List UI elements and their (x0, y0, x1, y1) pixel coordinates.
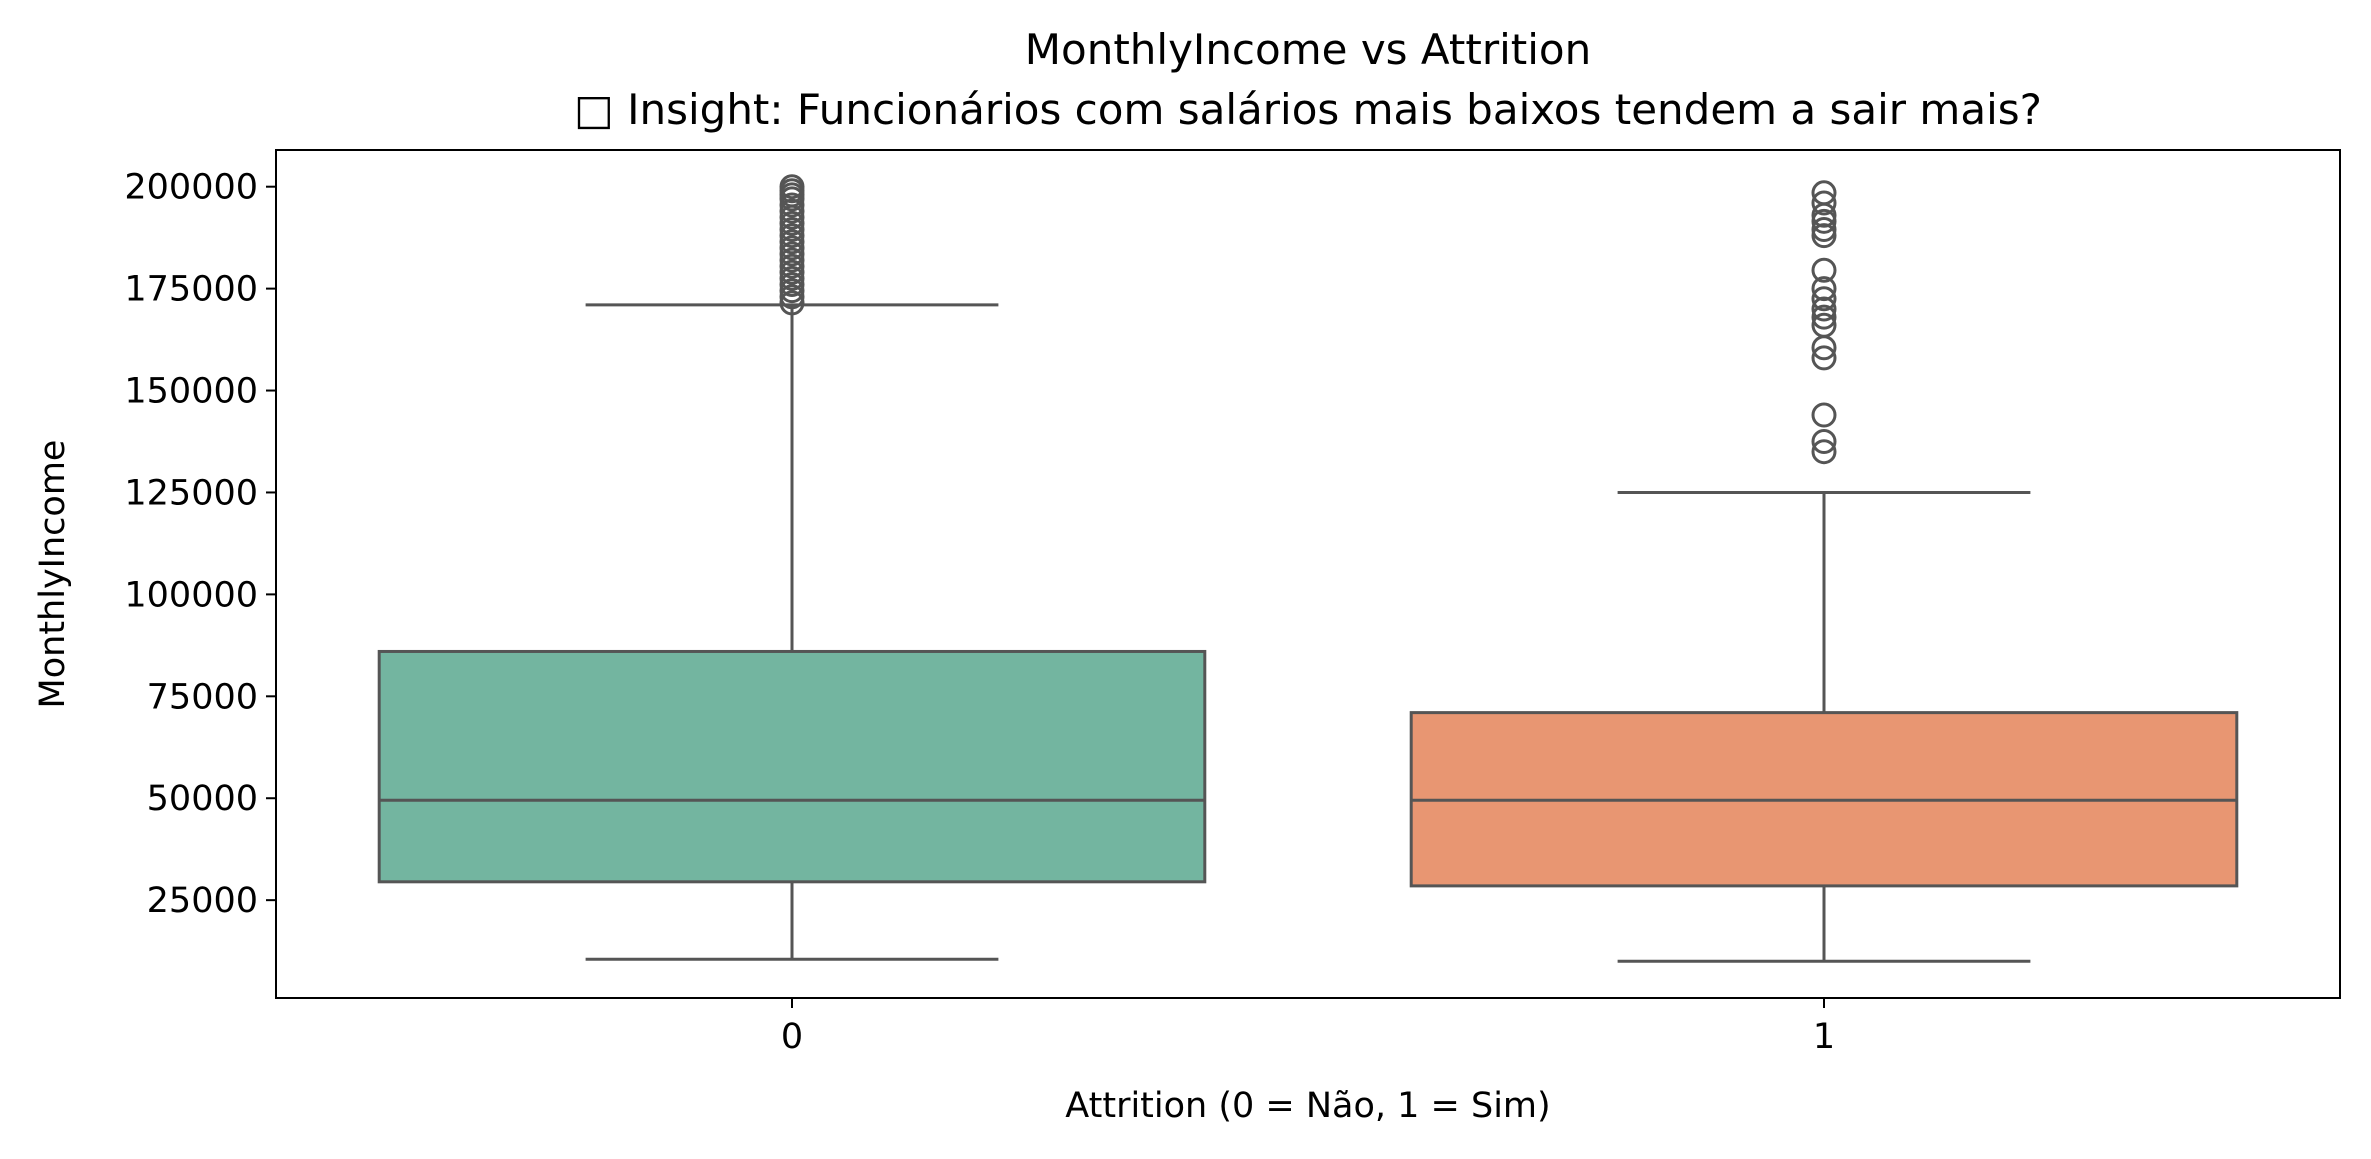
outlier-point (779, 210, 805, 236)
outlier-point (1811, 286, 1837, 312)
outlier-point (779, 272, 805, 298)
outlier-point (1811, 296, 1837, 322)
outlier-point (779, 247, 805, 273)
outlier-point (779, 259, 805, 285)
chart-title: MonthlyIncome vs Attrition (1025, 25, 1591, 74)
y-tick-label: 100000 (124, 575, 258, 615)
x-tick-label: 1 (1813, 1017, 1835, 1057)
outlier-point (1811, 208, 1837, 234)
y-axis: 25000 50000 75000 100000 125000 150000 175000 2… (124, 168, 276, 921)
outlier-point (779, 229, 805, 255)
chart-subtitle: □ Insight: Funcionários com salários mai… (574, 85, 2042, 134)
outlier-point (779, 253, 805, 279)
y-tick-label: 25000 (147, 881, 258, 921)
plot-area (377, 174, 2239, 963)
y-tick-label: 75000 (147, 677, 258, 717)
outlier-point (1811, 217, 1837, 242)
box-iqr (377, 649, 1207, 884)
outlier-point (1811, 402, 1837, 428)
outlier-point (1811, 312, 1837, 338)
y-tick-label: 125000 (124, 473, 258, 513)
outlier-point (1811, 190, 1837, 216)
outlier-point (779, 174, 805, 200)
y-tick-label: 175000 (124, 270, 258, 310)
box-group-0 (377, 174, 1207, 961)
outlier-point (779, 235, 805, 261)
outlier-point (1811, 180, 1837, 206)
outlier-point (1811, 304, 1837, 330)
outlier-point (779, 192, 805, 218)
outlier-point (1811, 276, 1837, 302)
outlier-point (779, 278, 805, 304)
outlier-point (779, 265, 805, 291)
box-group-1 (1409, 180, 2239, 963)
y-tick-label: 200000 (124, 168, 258, 208)
y-axis-label: MonthlyIncome (33, 440, 73, 709)
outlier-point (779, 284, 805, 310)
outlier-point (1811, 223, 1837, 249)
outlier-point (1811, 439, 1837, 465)
outlier-point (779, 290, 805, 316)
outlier-point (1811, 429, 1837, 454)
x-tick-label: 0 (781, 1017, 803, 1057)
outlier-point (779, 223, 805, 249)
outlier-point (779, 198, 805, 224)
outlier-point (1811, 345, 1837, 371)
plot-frame (275, 149, 2341, 999)
outlier-point (779, 241, 805, 267)
y-tick-label: 150000 (124, 372, 258, 412)
y-tick-label: 50000 (147, 779, 258, 819)
x-axis-label: Attrition (0 = Não, 1 = Sim) (1065, 1086, 1550, 1126)
outlier-point (1811, 257, 1837, 283)
outlier-point (779, 217, 805, 242)
